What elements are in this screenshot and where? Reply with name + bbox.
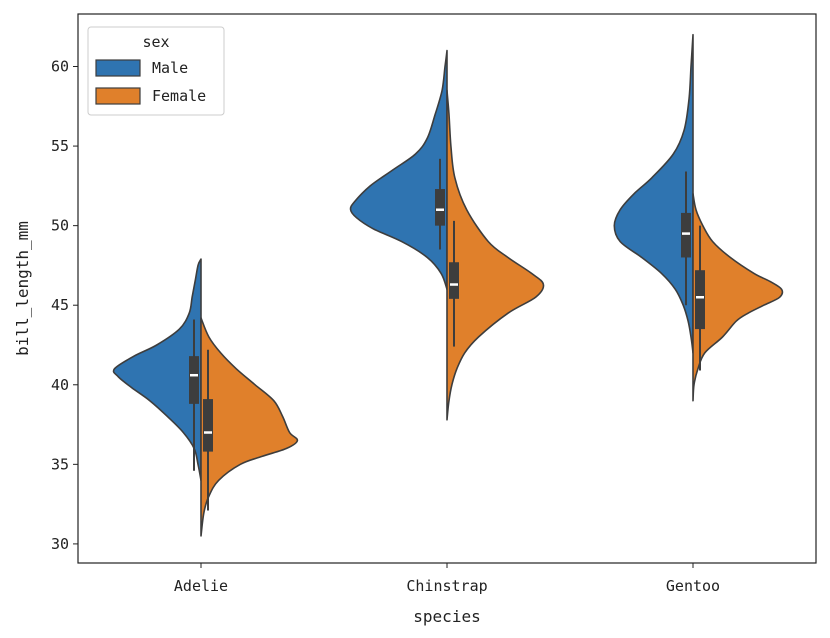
x-axis: Adelie Chinstrap Gentoo (174, 563, 720, 595)
legend-swatch-male (95, 59, 141, 77)
legend-swatch-female (95, 87, 141, 105)
y-tick-label: 30 (51, 535, 69, 553)
y-tick-label: 60 (51, 58, 69, 76)
iqr-box-gentoo-female (695, 270, 705, 330)
iqr-box-gentoo-male (681, 212, 691, 258)
legend-label-female: Female (152, 87, 206, 105)
y-tick-label: 35 (51, 455, 69, 473)
violin-chinstrap-female (446, 89, 545, 421)
boxes-layer (189, 158, 705, 511)
violin-chinstrap-male (349, 49, 448, 291)
y-tick-label: 40 (51, 376, 69, 394)
iqr-box-adelie-female (203, 399, 213, 452)
violin-gentoo-male (613, 33, 694, 354)
y-axis-label: bill_length_mm (13, 221, 32, 356)
legend-label-male: Male (152, 59, 188, 77)
x-tick-label: Adelie (174, 577, 228, 595)
legend: sex Male Female (87, 26, 225, 116)
iqr-box-chinstrap-male (435, 189, 445, 226)
legend-title: sex (142, 33, 169, 51)
iqr-box-chinstrap-female (449, 262, 459, 299)
y-tick-label: 55 (51, 137, 69, 155)
x-axis-label: species (413, 607, 480, 626)
violin-adelie-female (200, 317, 299, 537)
violin-gentoo-female (692, 193, 784, 402)
x-tick-label: Gentoo (666, 577, 720, 595)
violin-adelie-male (112, 258, 202, 482)
y-tick-label: 45 (51, 296, 69, 314)
violins-layer (112, 33, 784, 537)
iqr-box-adelie-male (189, 356, 199, 404)
y-axis: 30 35 40 45 50 55 60 (51, 58, 78, 553)
x-tick-label: Chinstrap (406, 577, 487, 595)
y-tick-label: 50 (51, 217, 69, 235)
